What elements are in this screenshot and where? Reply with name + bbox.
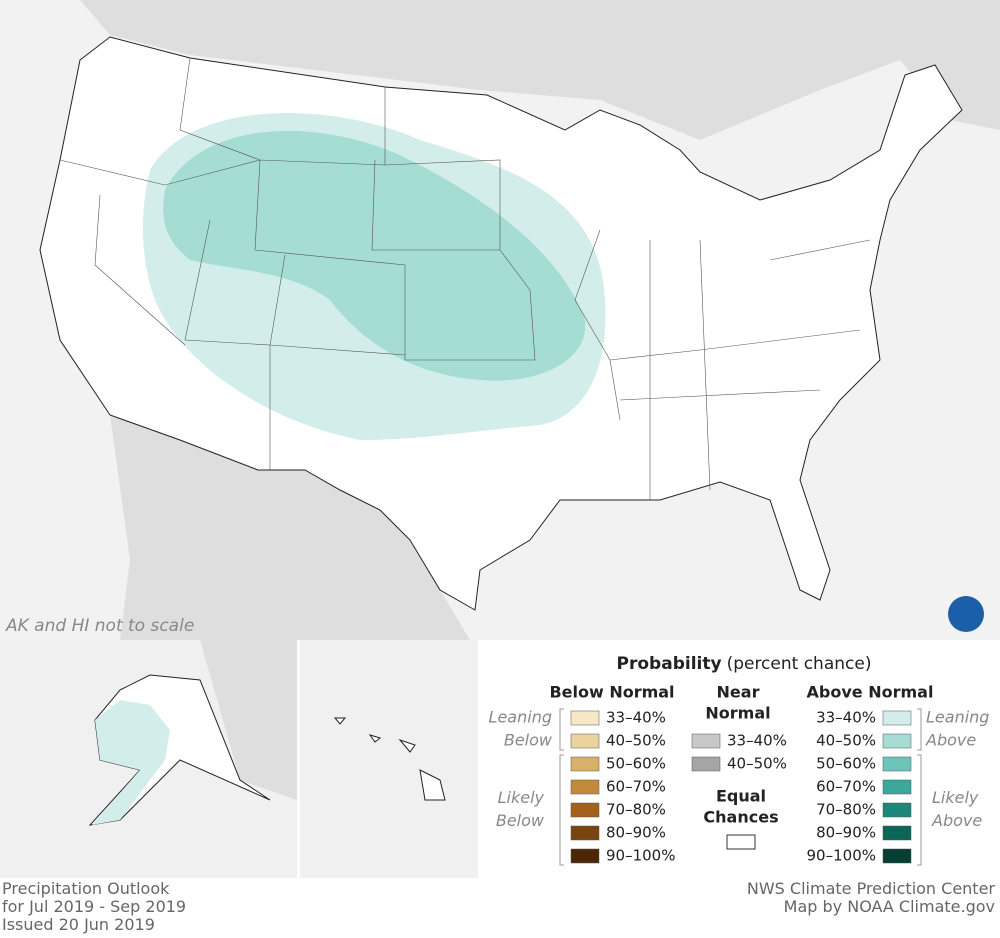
bracket <box>917 754 922 866</box>
swatch <box>882 710 912 726</box>
swatch <box>570 802 600 818</box>
range-label: 33–40% <box>816 709 876 727</box>
range-label: 33–40% <box>727 732 787 750</box>
group-label: Above <box>931 811 982 830</box>
bracket <box>559 708 564 751</box>
swatch <box>570 733 600 749</box>
legend-title: Probability (percent chance) <box>617 654 872 674</box>
swatch <box>570 779 600 795</box>
group-heading: Above Normal <box>807 683 934 702</box>
group-label: Likely <box>932 788 979 807</box>
group-heading: Normal <box>705 704 770 723</box>
group-label: Leaning <box>489 708 552 727</box>
swatch <box>570 710 600 726</box>
map-area: AK and HI not to scale Probability (perce… <box>0 0 1000 878</box>
range-label: 90–100% <box>807 847 876 865</box>
range-label: 40–50% <box>816 732 876 750</box>
swatch <box>726 834 756 850</box>
swatch <box>570 825 600 841</box>
swatch <box>691 733 721 749</box>
mexico <box>110 415 470 640</box>
legend-title-main: Probability <box>617 654 722 674</box>
range-label: 60–70% <box>816 778 876 796</box>
range-label: 80–90% <box>816 824 876 842</box>
footer-line: NWS Climate Prediction Center <box>746 879 995 898</box>
swatch <box>882 802 912 818</box>
range-label: 33–40% <box>606 709 666 727</box>
footer-line: Precipitation Outlook <box>2 879 170 898</box>
map-note: AK and HI not to scale <box>5 616 194 636</box>
state-borders <box>59 57 871 500</box>
footer-left: Precipitation Outlook for Jul 2019 - Sep… <box>2 880 186 934</box>
canada <box>60 0 1000 140</box>
alaska-above <box>92 700 170 825</box>
legend-subtitle: (percent chance) <box>727 654 872 674</box>
hawaii-panel <box>300 640 478 878</box>
group-heading: Chances <box>703 808 778 827</box>
range-label: 90–100% <box>606 847 675 865</box>
yukon <box>200 640 297 800</box>
group-heading: Equal <box>716 787 766 806</box>
hawaii <box>333 717 446 801</box>
above-area <box>163 130 586 381</box>
group-label: Below <box>496 811 545 830</box>
range-label: 40–50% <box>606 732 666 750</box>
range-label: 70–80% <box>816 801 876 819</box>
swatch <box>570 756 600 772</box>
group-label: Above <box>925 731 976 750</box>
swatch <box>882 848 912 864</box>
group-heading: Below Normal <box>549 683 674 702</box>
footer-line: Map by NOAA Climate.gov <box>783 897 995 916</box>
range-label: 50–60% <box>606 755 666 773</box>
group-heading: Near <box>717 683 760 702</box>
group-label: Likely <box>498 788 545 807</box>
bracket <box>917 708 922 751</box>
range-label: 60–70% <box>606 778 666 796</box>
swatch <box>570 848 600 864</box>
swatch <box>882 825 912 841</box>
noaa-logo <box>948 596 984 632</box>
footer-right: NWS Climate Prediction Center Map by NOA… <box>747 880 995 916</box>
group-label: Below <box>504 731 553 750</box>
footer-line: Issued 20 Jun 2019 <box>2 915 155 934</box>
range-label: 70–80% <box>606 801 666 819</box>
swatch <box>882 733 912 749</box>
range-label: 40–50% <box>727 755 787 773</box>
footer-line: for Jul 2019 - Sep 2019 <box>2 897 187 916</box>
swatch <box>882 756 912 772</box>
range-label: 80–90% <box>606 824 666 842</box>
group-label: Leaning <box>926 708 989 727</box>
range-label: 50–60% <box>816 755 876 773</box>
swatch <box>691 756 721 772</box>
bracket <box>559 754 564 866</box>
swatch <box>882 779 912 795</box>
